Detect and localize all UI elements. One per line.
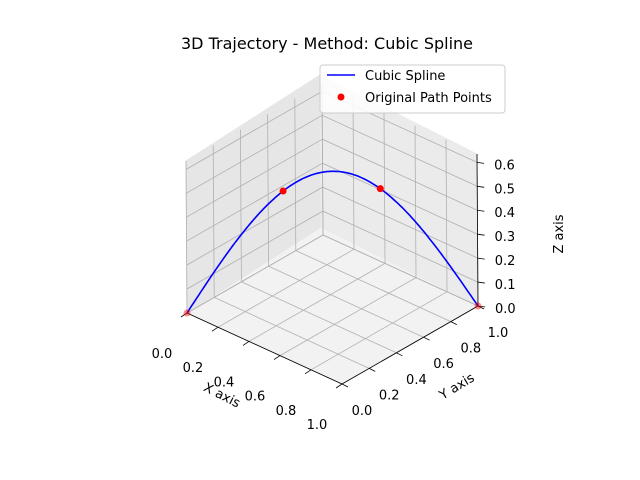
z-tick-label: 0.4 [494, 206, 515, 221]
scatter-point [279, 187, 287, 195]
legend-label-original-path-points: Original Path Points [365, 91, 492, 106]
x-tick [304, 369, 312, 375]
legend: Cubic Spline Original Path Points [319, 64, 506, 114]
series-line-cubic-spline [186, 170, 479, 314]
x-tick-label: 0.2 [183, 361, 204, 376]
grid-lines [185, 82, 479, 385]
z-tick-label: 0.5 [494, 182, 515, 197]
y-tick [369, 368, 376, 372]
z-tick-label: 0.3 [495, 230, 516, 245]
chart-title: 3D Trajectory - Method: Cubic Spline [181, 34, 473, 53]
z-gridline [186, 138, 478, 218]
series-layer [183, 170, 482, 317]
x-tick [211, 326, 219, 332]
z-tick [477, 233, 485, 236]
x-tick [180, 312, 188, 318]
x-tick [242, 341, 250, 346]
x-tick-label: 0.6 [245, 390, 266, 405]
y-tick-label: 0.8 [460, 342, 481, 357]
legend-label-cubic-spline: Cubic Spline [365, 69, 445, 84]
y-tick [423, 336, 430, 341]
y-tick-label: 1.0 [488, 326, 509, 341]
tick-marks [180, 161, 486, 389]
legend-frame [319, 64, 506, 114]
y-tick-label: 0.4 [406, 373, 427, 388]
z-tick [477, 281, 485, 284]
z-tick-label: 0.2 [495, 254, 516, 269]
scatter-point [474, 302, 482, 310]
y-axis-line [341, 305, 479, 385]
scatter-point [183, 309, 191, 317]
x-tick-label: 0.8 [276, 404, 297, 419]
tick-labels: 0.0 0.2 0.4 0.6 0.8 1.0 0.0 0.2 0.4 0.6 0.8 1.0 0.0 0… [152, 158, 516, 433]
z-gridline [186, 234, 479, 314]
z-axis-line [476, 153, 479, 307]
z-tick [477, 257, 485, 260]
axis-lines [186, 153, 479, 385]
z-gridline [186, 114, 478, 194]
x-tick-label: 0.0 [152, 347, 173, 362]
z-gridline [186, 162, 478, 242]
z-tick-label: 0.1 [495, 278, 516, 293]
z-tick [477, 185, 485, 188]
y-tick-label: 0.2 [379, 388, 400, 403]
y-tick [341, 383, 349, 388]
x-tick [273, 355, 281, 360]
y-tick-label: 0.6 [433, 357, 454, 372]
x-tick-label: 0.4 [214, 375, 235, 390]
x-tick-label: 1.0 [307, 418, 328, 433]
y-tick [396, 352, 403, 357]
z-tick-label: 0.6 [494, 158, 515, 173]
z-axis-label: Z axis [552, 214, 567, 253]
z-tick-label: 0.0 [495, 302, 516, 317]
scatter-point [376, 185, 384, 193]
z-gridline [186, 210, 478, 290]
x-axis-line [186, 312, 343, 385]
legend-swatch-original-path-points [337, 93, 345, 101]
z-tick [477, 209, 485, 212]
y-tick [450, 321, 457, 325]
y-tick-label: 0.0 [352, 404, 373, 419]
z-tick [477, 305, 486, 308]
x-tick [335, 383, 343, 389]
z-tick [476, 161, 485, 164]
